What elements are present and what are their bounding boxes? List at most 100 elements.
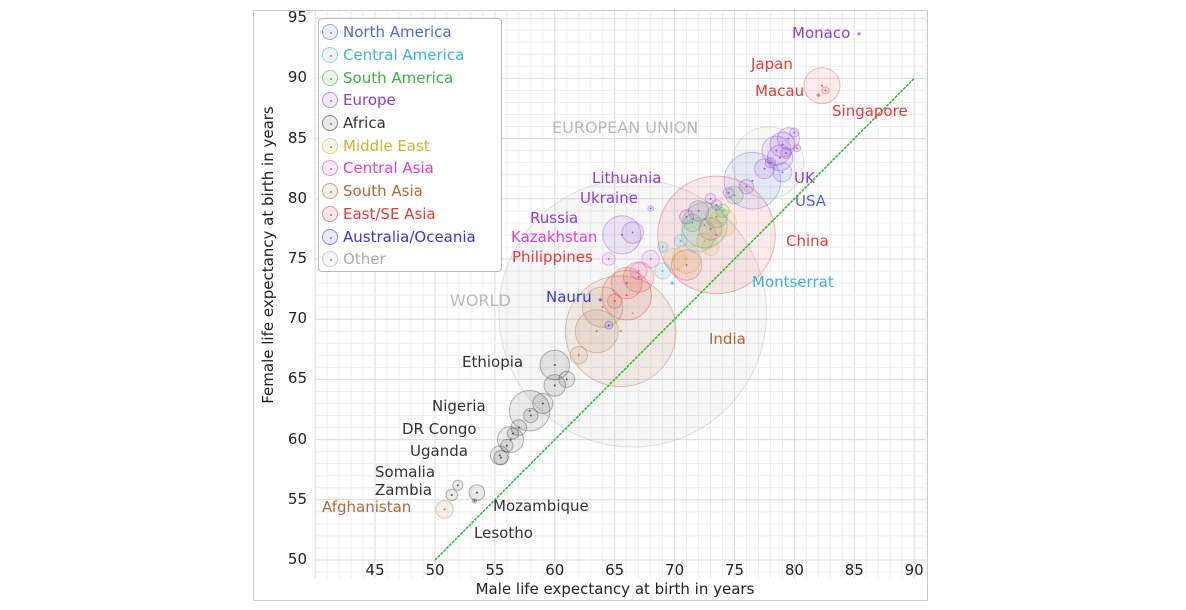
legend: North America Central America South Americ… <box>318 18 502 272</box>
y-tick-label: 70 <box>287 309 307 328</box>
legend-label: Other <box>343 250 386 269</box>
bubble-center <box>661 270 664 273</box>
bubble-center <box>697 233 700 236</box>
y-tick-label: 60 <box>287 429 307 448</box>
y-tick-label: 55 <box>287 489 307 508</box>
bubble-india-center <box>619 330 622 333</box>
bubble-center <box>775 149 778 152</box>
legend-bubble-icon <box>322 115 338 132</box>
bubble-center <box>697 209 700 212</box>
legend-bubble-icon <box>322 92 338 109</box>
x-tick-label: 65 <box>605 561 625 579</box>
bubble-center <box>721 209 724 212</box>
bubble-center <box>649 258 652 260</box>
bubble-european-union-center <box>767 161 770 164</box>
bubble-montserrat-center <box>671 282 674 285</box>
bubble-center <box>685 215 688 218</box>
label-european-union: EUROPEAN UNION <box>552 118 699 137</box>
y-tick-label: 50 <box>287 550 307 568</box>
legend-label: Africa <box>343 114 386 133</box>
y-tick-label: 95 <box>287 8 307 27</box>
legend-item: North America <box>319 21 501 44</box>
label-russia: Russia <box>530 209 579 227</box>
legend-item: Other <box>319 248 501 271</box>
bubble-center <box>637 276 640 279</box>
label-afghanistan: Afghanistan <box>322 498 412 516</box>
bubble-nigeria-center <box>528 409 531 412</box>
legend-bubble-icon <box>322 69 338 86</box>
bubble-zambia-center <box>450 493 453 496</box>
bubble-center <box>703 239 706 242</box>
bubble-ukraine-center <box>631 231 634 234</box>
legend-label: Australia/Oceania <box>343 227 476 246</box>
y-tick-label: 75 <box>287 249 307 267</box>
bubble-mozambique-center <box>475 491 478 494</box>
legend-item: Australia/Oceania <box>319 225 501 248</box>
bubble-center <box>785 152 788 155</box>
bubble-center <box>625 294 628 297</box>
label-mozambique: Mozambique <box>493 497 589 515</box>
bubble-center <box>795 147 798 150</box>
label-china: China <box>786 232 829 250</box>
y-tick-label: 80 <box>287 188 307 207</box>
legend-label: North America <box>343 23 452 42</box>
bubble-kazakhstan-center <box>607 258 610 260</box>
bubble-center <box>577 354 580 357</box>
bubble-nauru-center <box>599 298 602 301</box>
x-tick-label: 60 <box>545 561 565 579</box>
bubble-center <box>595 330 598 333</box>
label-uk: UK <box>794 169 815 187</box>
legend-label: South America <box>343 68 454 87</box>
label-drcongo: DR Congo <box>402 420 477 438</box>
legend-item: East/SE Asia <box>319 203 501 226</box>
bubble-center <box>685 258 688 260</box>
bubble-center <box>709 197 712 200</box>
label-somalia: Somalia <box>375 463 436 481</box>
legend-item: Middle East <box>319 134 501 157</box>
y-tick-label: 90 <box>287 68 307 87</box>
bubble-center <box>637 270 640 273</box>
equality-line <box>434 77 915 561</box>
bubble-center <box>601 306 604 309</box>
bubble-center <box>793 131 796 134</box>
legend-label: Middle East <box>343 136 430 155</box>
bubble-center <box>709 227 712 230</box>
x-tick-label: 55 <box>485 561 505 579</box>
legend-bubble-icon <box>322 251 338 268</box>
bubble-center <box>721 221 724 224</box>
bubble-center <box>499 456 502 459</box>
label-nauru: Nauru <box>546 288 592 306</box>
x-tick-label: 80 <box>784 561 804 579</box>
bubble-world-center <box>631 312 634 315</box>
bubble-center <box>781 143 784 146</box>
legend-item: Central America <box>319 44 501 67</box>
bubble-russia-center <box>620 233 623 236</box>
bubble-center <box>781 171 784 174</box>
bubble-afghanistan-center <box>443 508 446 511</box>
bubble-center <box>679 239 682 242</box>
label-usa: USA <box>795 192 827 210</box>
legend-item: Europe <box>319 89 501 112</box>
bubble-ethiopia-center <box>553 363 556 366</box>
bubble-center <box>709 245 712 248</box>
legend-bubble-icon <box>322 24 338 41</box>
bubble-uk-center <box>779 156 782 159</box>
label-lithuania: Lithuania <box>592 169 662 187</box>
bubble-center <box>769 161 772 164</box>
bubble-center <box>505 444 508 447</box>
label-ethiopia: Ethiopia <box>462 353 524 371</box>
bubble-center <box>787 137 790 140</box>
legend-bubble-icon <box>322 183 338 200</box>
label-india: India <box>709 330 746 348</box>
bubble-center <box>511 432 514 435</box>
bubble-center <box>691 221 694 224</box>
bubble-monaco-center <box>858 32 861 35</box>
x-tick-label: 45 <box>365 561 385 579</box>
legend-item: Central Asia <box>319 157 501 180</box>
bubble-lithuania-center <box>649 207 652 210</box>
legend-bubble-icon <box>322 205 338 222</box>
label-world: WORLD <box>450 291 511 310</box>
y-tick-label: 65 <box>287 369 307 388</box>
bubble-china-center <box>715 233 718 236</box>
label-kazakhstan: Kazakhstan <box>511 228 598 246</box>
